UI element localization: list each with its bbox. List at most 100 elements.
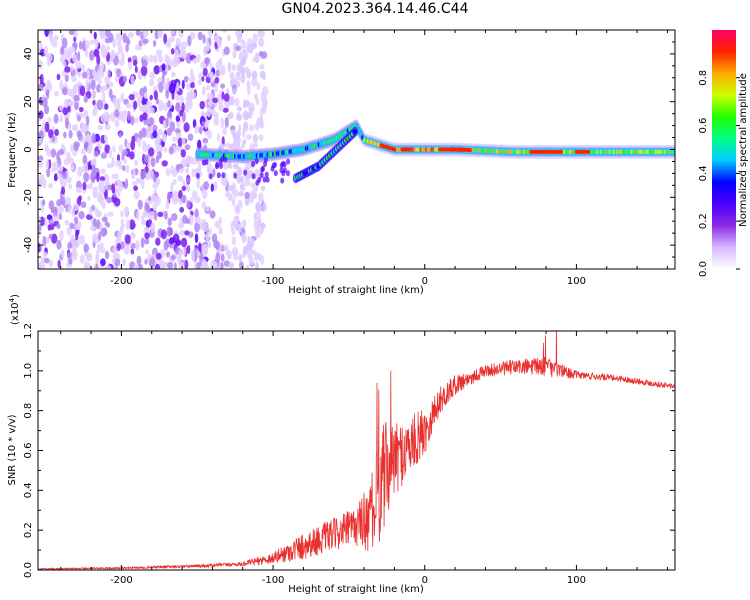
noise-blob xyxy=(251,173,256,180)
y-tick-label: 0.4 xyxy=(23,482,34,498)
noise-blob xyxy=(255,201,262,212)
noise-blob xyxy=(256,116,263,128)
noise-blob xyxy=(169,35,175,43)
noise-blob xyxy=(153,65,160,75)
noise-blob xyxy=(257,30,263,34)
noise-blob xyxy=(149,72,156,80)
noise-blob xyxy=(114,173,119,180)
noise-blob xyxy=(48,129,54,139)
noise-blob xyxy=(196,216,202,225)
noise-blob xyxy=(153,90,158,101)
noise-blob xyxy=(104,124,111,131)
noise-blob xyxy=(181,102,185,113)
noise-blob xyxy=(162,119,167,129)
noise-blob xyxy=(216,172,221,179)
noise-blob xyxy=(178,249,183,260)
noise-blob xyxy=(191,250,196,262)
noise-blob xyxy=(155,252,162,260)
noise-blob xyxy=(280,177,285,184)
noise-blob xyxy=(247,84,251,96)
noise-blob xyxy=(92,90,97,97)
x-tick-label: 0 xyxy=(422,575,428,586)
noise-blob xyxy=(246,241,253,250)
noise-blob xyxy=(230,143,234,150)
noise-blob xyxy=(144,154,150,164)
noise-blob xyxy=(154,210,158,221)
y-tick-label: 1.0 xyxy=(23,363,34,379)
snr-y-label: SNR (10 * v/v) xyxy=(7,414,18,485)
noise-blob xyxy=(118,144,124,153)
noise-blob xyxy=(205,231,210,241)
noise-blob xyxy=(220,117,224,129)
y-tick-label: -40 xyxy=(23,237,34,253)
noise-blob xyxy=(231,236,237,246)
noise-blob xyxy=(158,30,164,37)
noise-blob xyxy=(85,79,89,90)
noise-blob xyxy=(209,62,213,70)
noise-blob xyxy=(106,162,114,169)
noise-blob xyxy=(114,109,120,118)
noise-blob xyxy=(186,91,193,103)
noise-blob xyxy=(273,170,278,177)
noise-blob xyxy=(97,76,102,85)
noise-blob xyxy=(79,106,84,113)
noise-blob xyxy=(166,110,173,121)
noise-blob xyxy=(241,67,245,77)
noise-blob xyxy=(259,63,265,70)
noise-blob xyxy=(89,39,95,46)
noise-blob xyxy=(140,237,145,248)
noise-blob xyxy=(254,261,259,269)
noise-blob xyxy=(75,230,79,241)
noise-blob xyxy=(67,242,72,250)
noise-blob xyxy=(98,143,102,152)
noise-blob xyxy=(240,39,247,49)
noise-blob xyxy=(104,144,111,154)
noise-blob xyxy=(189,31,196,40)
noise-blob xyxy=(142,97,147,106)
colorbar-tick-label: 0.6 xyxy=(698,118,709,134)
noise-blob xyxy=(60,249,65,258)
noise-blob xyxy=(120,93,125,102)
noise-blob xyxy=(144,238,150,245)
noise-blob xyxy=(247,43,254,54)
noise-blob xyxy=(232,131,238,141)
noise-blob xyxy=(66,251,73,259)
noise-blob xyxy=(248,111,252,119)
noise-blob xyxy=(68,100,75,107)
y-tick-label: 0.6 xyxy=(23,443,34,459)
noise-blob xyxy=(218,104,224,112)
noise-blob xyxy=(255,210,261,221)
noise-blob xyxy=(167,38,171,48)
noise-blob xyxy=(46,52,53,63)
noise-blob xyxy=(215,252,221,264)
noise-blob xyxy=(236,106,243,112)
noise-blob xyxy=(221,172,226,179)
noise-blob xyxy=(231,227,236,236)
noise-blob xyxy=(219,68,225,76)
noise-blob xyxy=(130,115,135,126)
noise-blob xyxy=(250,102,255,109)
noise-blob xyxy=(71,124,79,132)
colorbar-label: Normalized spectral amplitude xyxy=(738,73,749,227)
noise-blob xyxy=(101,216,108,222)
noise-blob xyxy=(104,103,109,110)
noise-blob xyxy=(92,100,96,106)
noise-blob xyxy=(74,223,80,231)
noise-blob xyxy=(114,266,118,269)
noise-blob xyxy=(167,217,172,227)
noise-blob xyxy=(202,137,209,144)
noise-blob xyxy=(242,234,248,243)
noise-blob xyxy=(120,241,125,250)
noise-blob xyxy=(62,107,69,116)
noise-blob xyxy=(175,115,181,122)
noise-blob xyxy=(144,232,150,240)
noise-blob xyxy=(286,158,291,165)
noise-blob xyxy=(118,58,125,66)
noise-blob xyxy=(135,240,140,251)
noise-blob xyxy=(147,196,152,201)
noise-blob xyxy=(200,61,205,70)
noise-blob xyxy=(64,219,70,226)
noise-blob xyxy=(93,31,97,40)
noise-blob xyxy=(126,110,131,120)
